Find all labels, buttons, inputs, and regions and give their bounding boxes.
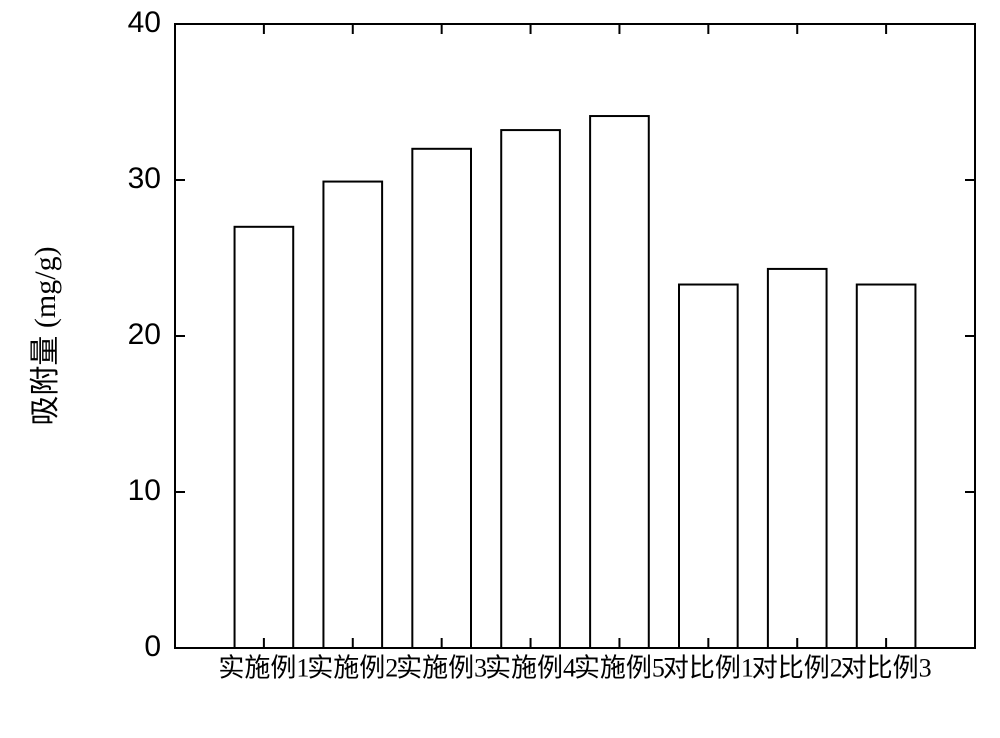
xtick-label: 对比例2 <box>752 653 843 682</box>
chart-svg: 0 10 20 30 40 实施例1实施例2实施例3实施例4实施例5对比例1对比例2对比例… <box>0 0 1000 738</box>
bar <box>235 227 294 648</box>
bar <box>857 285 916 648</box>
ytick-label: 10 <box>128 474 161 507</box>
ytick-label: 30 <box>128 162 161 195</box>
xtick-label: 对比例3 <box>841 653 932 682</box>
ytick-label: 20 <box>128 318 161 351</box>
xtick-label: 对比例1 <box>663 653 754 682</box>
xtick-label: 实施例2 <box>307 653 398 682</box>
xtick-label: 实施例4 <box>485 653 576 682</box>
xtick-label: 实施例5 <box>574 653 665 682</box>
bar <box>679 285 738 648</box>
xtick-label: 实施例1 <box>218 653 309 682</box>
xtick-label: 实施例3 <box>396 653 487 682</box>
ytick-label: 0 <box>144 630 161 663</box>
bar <box>768 269 827 648</box>
plot-frame <box>175 24 975 648</box>
bar <box>501 130 560 648</box>
bar-chart: 0 10 20 30 40 实施例1实施例2实施例3实施例4实施例5对比例1对比例2对比例… <box>0 0 1000 738</box>
ytick-label: 40 <box>128 6 161 39</box>
bar <box>412 149 471 648</box>
bar <box>590 116 649 648</box>
y-axis-label: 吸附量 (mg/g) <box>29 246 62 425</box>
bar <box>323 182 382 648</box>
